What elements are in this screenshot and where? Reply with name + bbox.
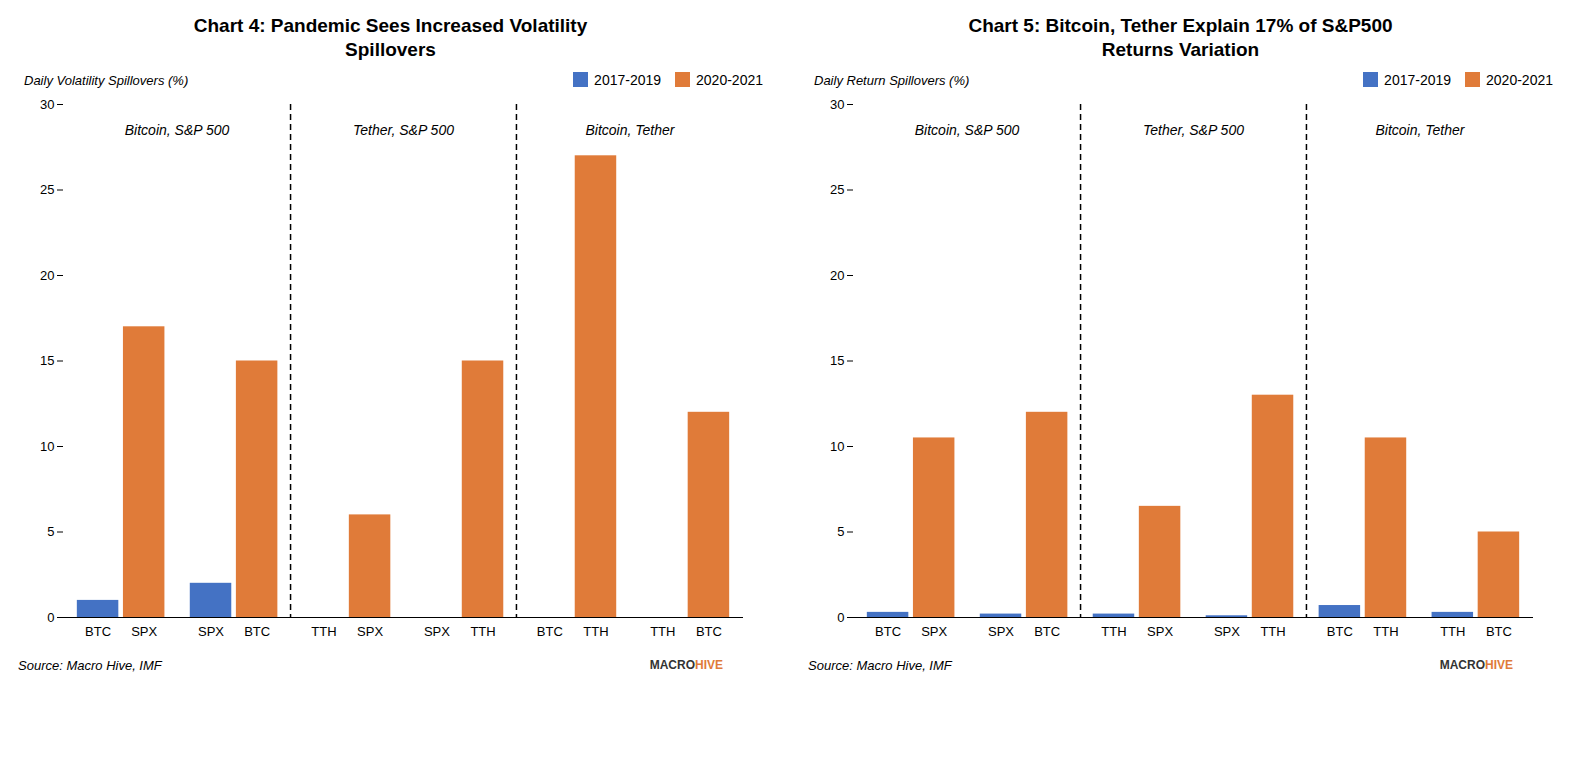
svg-text:0: 0 — [837, 609, 844, 624]
svg-text:25: 25 — [40, 182, 54, 197]
html-text:MACRO HIVE: MACRO HIVE — [649, 657, 723, 672]
svg-text:BTC: BTC — [696, 623, 722, 638]
svg-text:Tether, S&P 500: Tether, S&P 500 — [353, 121, 454, 137]
svg-text:25: 25 — [830, 182, 844, 197]
html-text:2020-2021: 2020-2021 — [696, 71, 763, 88]
svg-text:5: 5 — [47, 524, 54, 539]
html-text:Chart 5: Bitcoin, Tether Expla: Chart 5: Bitcoin, Tether Explain 17% of … — [968, 15, 1393, 60]
svg-text:15: 15 — [40, 353, 54, 368]
svg-text:30: 30 — [40, 96, 54, 111]
html-text:Daily Return Spillovers (%): Daily Return Spillovers (%) — [814, 72, 970, 88]
html-text:2020-2021: 2020-2021 — [1486, 71, 1553, 88]
svg-text:0: 0 — [47, 609, 54, 624]
svg-text:SPX: SPX — [988, 623, 1014, 638]
html-text:Source: Macro Hive, IMF: Source: Macro Hive, IMF — [18, 657, 162, 673]
svg-text:SPX: SPX — [357, 623, 383, 638]
svg-text:TTH: TTH — [1101, 623, 1126, 638]
svg-text:SPX: SPX — [1214, 623, 1240, 638]
svg-text:SPX: SPX — [131, 623, 157, 638]
svg-text:SPX: SPX — [424, 623, 450, 638]
svg-text:Bitcoin, Tether: Bitcoin, Tether — [1375, 121, 1465, 137]
svg-text:15: 15 — [830, 353, 844, 368]
svg-text:TTH: TTH — [1440, 623, 1465, 638]
svg-text:Tether, S&P 500: Tether, S&P 500 — [1143, 121, 1244, 137]
html-text:2017-2019: 2017-2019 — [1384, 71, 1451, 88]
svg-text:BTC: BTC — [1034, 623, 1060, 638]
svg-text:10: 10 — [40, 438, 54, 453]
html-text:Source: Macro Hive, IMF: Source: Macro Hive, IMF — [808, 657, 952, 673]
html-text:Daily Volatility Spillovers (%: Daily Volatility Spillovers (%) — [24, 72, 189, 88]
svg-text:Bitcoin, S&P 500: Bitcoin, S&P 500 — [915, 121, 1020, 137]
svg-text:TTH: TTH — [1260, 623, 1285, 638]
svg-text:10: 10 — [830, 438, 844, 453]
html-text:MACRO HIVE: MACRO HIVE — [1439, 657, 1513, 672]
svg-text:BTC: BTC — [875, 623, 901, 638]
svg-text:30: 30 — [830, 96, 844, 111]
svg-text:SPX: SPX — [1147, 623, 1173, 638]
html-text:Chart 4: Pandemic Sees Increas: Chart 4: Pandemic Sees Increased Volatil… — [193, 15, 588, 60]
svg-text:20: 20 — [830, 267, 844, 282]
html-text:2017-2019: 2017-2019 — [594, 71, 661, 88]
svg-text:TTH: TTH — [650, 623, 675, 638]
svg-text:BTC: BTC — [85, 623, 111, 638]
svg-text:BTC: BTC — [537, 623, 563, 638]
svg-text:BTC: BTC — [1486, 623, 1512, 638]
svg-text:20: 20 — [40, 267, 54, 282]
svg-text:Bitcoin, Tether: Bitcoin, Tether — [585, 121, 675, 137]
svg-text:SPX: SPX — [198, 623, 224, 638]
svg-text:Bitcoin, S&P 500: Bitcoin, S&P 500 — [125, 121, 230, 137]
svg-text:BTC: BTC — [1327, 623, 1353, 638]
svg-text:TTH: TTH — [311, 623, 336, 638]
svg-text:BTC: BTC — [244, 623, 270, 638]
svg-text:TTH: TTH — [583, 623, 608, 638]
svg-text:SPX: SPX — [921, 623, 947, 638]
svg-text:TTH: TTH — [1373, 623, 1398, 638]
svg-text:TTH: TTH — [470, 623, 495, 638]
svg-text:5: 5 — [837, 524, 844, 539]
